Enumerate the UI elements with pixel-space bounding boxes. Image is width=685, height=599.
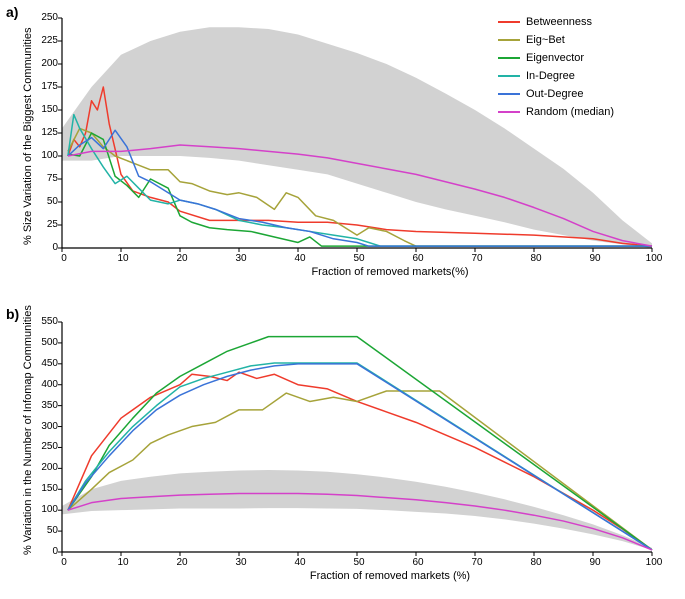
y-tick-label: 50 xyxy=(28,525,58,536)
chart-b xyxy=(0,0,672,572)
x-tick-label: 60 xyxy=(408,557,428,568)
x-tick-label: 10 xyxy=(113,557,133,568)
y-tick-label: 0 xyxy=(28,546,58,557)
x-tick-label: 90 xyxy=(585,557,605,568)
y-tick-label: 350 xyxy=(28,400,58,411)
y-tick-label: 150 xyxy=(28,483,58,494)
y-tick-label: 400 xyxy=(28,379,58,390)
x-tick-label: 80 xyxy=(526,557,546,568)
x-tick-label: 40 xyxy=(290,557,310,568)
x-tick-label: 50 xyxy=(349,557,369,568)
x-tick-label: 20 xyxy=(172,557,192,568)
chart-b-x-title: Fraction of removed markets (%) xyxy=(260,570,520,582)
y-tick-label: 550 xyxy=(28,316,58,327)
figure: { "colors": { "betweenness": "#ef3b2c", … xyxy=(0,0,685,599)
x-tick-label: 70 xyxy=(467,557,487,568)
y-tick-label: 450 xyxy=(28,358,58,369)
y-tick-label: 100 xyxy=(28,504,58,515)
y-tick-label: 200 xyxy=(28,462,58,473)
x-tick-label: 0 xyxy=(54,557,74,568)
y-tick-label: 500 xyxy=(28,337,58,348)
x-tick-label: 100 xyxy=(644,557,664,568)
x-tick-label: 30 xyxy=(231,557,251,568)
y-tick-label: 250 xyxy=(28,441,58,452)
confidence-band xyxy=(62,470,652,550)
y-tick-label: 300 xyxy=(28,421,58,432)
